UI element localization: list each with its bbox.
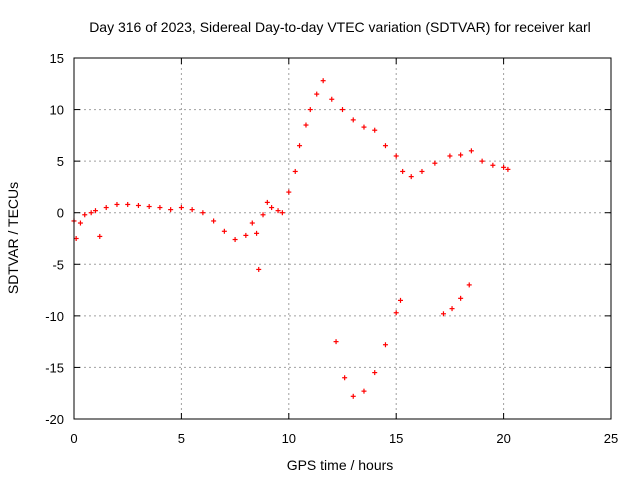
data-point [372, 370, 378, 376]
data-point [269, 205, 275, 211]
data-point [408, 174, 414, 180]
data-point [440, 311, 446, 317]
data-point [342, 375, 348, 381]
data-point [103, 205, 109, 211]
data-points [71, 78, 511, 399]
data-point [243, 232, 249, 238]
y-tick-label: 15 [50, 51, 64, 66]
ticks: 0 5 10 15 20 25 -20 -15 -10 -5 0 5 10 15 [45, 51, 618, 446]
x-tick-label: 25 [604, 431, 618, 446]
data-point [397, 297, 403, 303]
data-point [432, 160, 438, 166]
y-tick-label: -20 [45, 412, 64, 427]
data-point [449, 306, 455, 312]
data-point [350, 393, 356, 399]
y-tick-label: 10 [50, 103, 64, 118]
data-point [221, 228, 227, 234]
data-point [466, 282, 472, 288]
data-point [292, 168, 298, 174]
data-point [275, 208, 281, 214]
data-point [249, 220, 255, 226]
data-point [168, 207, 174, 213]
data-point [260, 212, 266, 218]
data-point [135, 202, 141, 208]
x-tick-label: 0 [70, 431, 77, 446]
x-tick-label: 5 [178, 431, 185, 446]
y-tick-label: 5 [57, 154, 64, 169]
x-tick-label: 10 [282, 431, 296, 446]
data-point [329, 96, 335, 102]
data-point [350, 117, 356, 123]
data-point [372, 127, 378, 133]
data-point [314, 91, 320, 97]
y-tick-label: -15 [45, 360, 64, 375]
data-point [501, 164, 507, 170]
data-point [458, 295, 464, 301]
plot-frame [73, 57, 612, 420]
data-point [97, 233, 103, 239]
data-point [361, 124, 367, 130]
data-point [333, 339, 339, 345]
data-point [400, 168, 406, 174]
y-tick-label: -5 [52, 257, 64, 272]
data-point [393, 310, 399, 316]
data-point [447, 153, 453, 159]
data-point [232, 237, 238, 243]
data-point [490, 162, 496, 168]
data-point [92, 208, 98, 214]
data-point [307, 107, 313, 113]
data-point [77, 220, 83, 226]
data-point [256, 266, 262, 272]
data-point [254, 230, 260, 236]
data-point [146, 204, 152, 210]
data-point [303, 122, 309, 128]
data-point [361, 388, 367, 394]
data-point [458, 152, 464, 158]
data-point [505, 166, 511, 172]
data-point [393, 153, 399, 159]
data-point [200, 210, 206, 216]
data-point [178, 205, 184, 211]
data-point [479, 158, 485, 164]
grid [74, 58, 611, 419]
data-point [286, 189, 292, 195]
data-point [382, 342, 388, 348]
x-tick-label: 20 [496, 431, 510, 446]
y-axis-label: SDTVAR / TECUs [5, 182, 21, 294]
data-point [419, 168, 425, 174]
data-point [211, 218, 217, 224]
y-tick-label: -10 [45, 309, 64, 324]
chart-title: Day 316 of 2023, Sidereal Day-to-day VTE… [89, 19, 591, 35]
x-tick-label: 15 [389, 431, 403, 446]
data-point [382, 143, 388, 149]
data-point [320, 78, 326, 84]
data-point [468, 148, 474, 154]
x-axis-label: GPS time / hours [287, 457, 394, 473]
data-point [114, 201, 120, 207]
data-point [279, 210, 285, 216]
data-point [157, 205, 163, 211]
data-point [264, 199, 270, 205]
y-tick-label: 0 [57, 206, 64, 221]
data-point [189, 207, 195, 213]
data-point [82, 212, 88, 218]
data-point [340, 107, 345, 113]
data-point [125, 201, 131, 207]
data-point [88, 210, 94, 216]
data-point [297, 143, 303, 149]
